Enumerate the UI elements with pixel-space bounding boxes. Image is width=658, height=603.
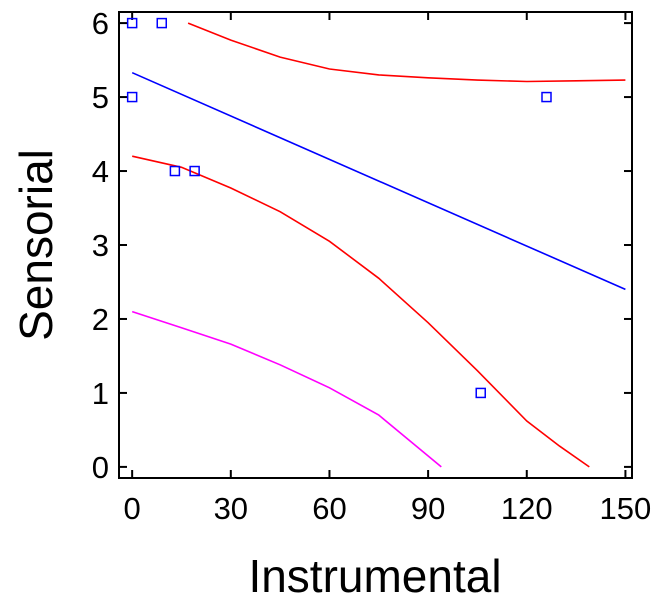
x-tick-label: 90 <box>411 491 445 526</box>
data-point <box>475 387 486 399</box>
lower-prediction-line <box>131 310 442 468</box>
series-lines <box>131 22 626 468</box>
tick-labels: 0 30 60 90 120 150 0 1 2 3 4 5 6 <box>92 6 652 526</box>
y-tick-label: 0 <box>92 450 109 485</box>
lower-confidence-line <box>132 155 590 468</box>
x-tick-label: 0 <box>124 491 141 526</box>
x-tick-label: 150 <box>600 491 652 526</box>
data-point <box>126 17 138 29</box>
data-point <box>126 91 138 103</box>
fit-line <box>131 71 626 291</box>
plot-frame <box>118 11 633 479</box>
upper-confidence-line <box>187 22 626 83</box>
y-tick-label: 2 <box>92 302 109 337</box>
y-tick-label: 6 <box>92 6 109 41</box>
y-axis-title: Sensorial <box>10 149 62 341</box>
y-tick-label: 3 <box>92 228 109 263</box>
data-point <box>189 165 200 177</box>
data-point <box>541 91 552 103</box>
y-tick-label: 1 <box>92 376 109 411</box>
scatter-points <box>126 17 552 399</box>
x-tick-label: 120 <box>501 491 553 526</box>
x-tick-label: 60 <box>312 491 346 526</box>
y-tick-label: 4 <box>92 154 109 189</box>
y-tick-label: 5 <box>92 80 109 115</box>
x-axis-title: Instrumental <box>248 550 501 602</box>
data-point <box>169 165 181 177</box>
data-point <box>156 17 167 29</box>
x-tick-label: 30 <box>214 491 248 526</box>
ticks <box>119 12 632 478</box>
